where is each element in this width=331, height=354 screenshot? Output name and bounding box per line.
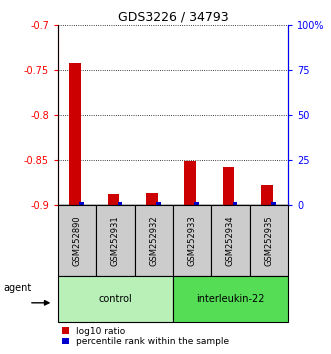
Bar (108, 194, 119, 205)
Text: GSM252890: GSM252890 (72, 215, 82, 266)
Text: agent: agent (3, 282, 31, 293)
Bar (173, 276, 288, 322)
Bar (250, 205, 288, 276)
Bar (58, 276, 173, 322)
Bar (184, 161, 196, 205)
Bar (261, 184, 273, 205)
Bar (58, 205, 96, 276)
Text: control: control (99, 294, 132, 304)
Bar (70, 63, 81, 205)
Text: GSM252931: GSM252931 (111, 215, 120, 266)
Text: GSM252933: GSM252933 (188, 215, 197, 266)
Title: GDS3226 / 34793: GDS3226 / 34793 (118, 11, 228, 24)
Bar (156, 202, 161, 205)
Bar (173, 205, 211, 276)
Legend: log10 ratio, percentile rank within the sample: log10 ratio, percentile rank within the … (63, 327, 229, 347)
Bar (146, 193, 158, 205)
Bar (223, 167, 234, 205)
Bar (211, 205, 250, 276)
Bar (194, 202, 199, 205)
Text: GSM252934: GSM252934 (226, 215, 235, 266)
Bar (79, 202, 84, 205)
Bar (135, 205, 173, 276)
Bar (233, 202, 237, 205)
Bar (271, 202, 276, 205)
Bar (118, 202, 122, 205)
Text: GSM252935: GSM252935 (264, 215, 273, 266)
Text: GSM252932: GSM252932 (149, 215, 158, 266)
Text: interleukin-22: interleukin-22 (196, 294, 265, 304)
Bar (96, 205, 135, 276)
